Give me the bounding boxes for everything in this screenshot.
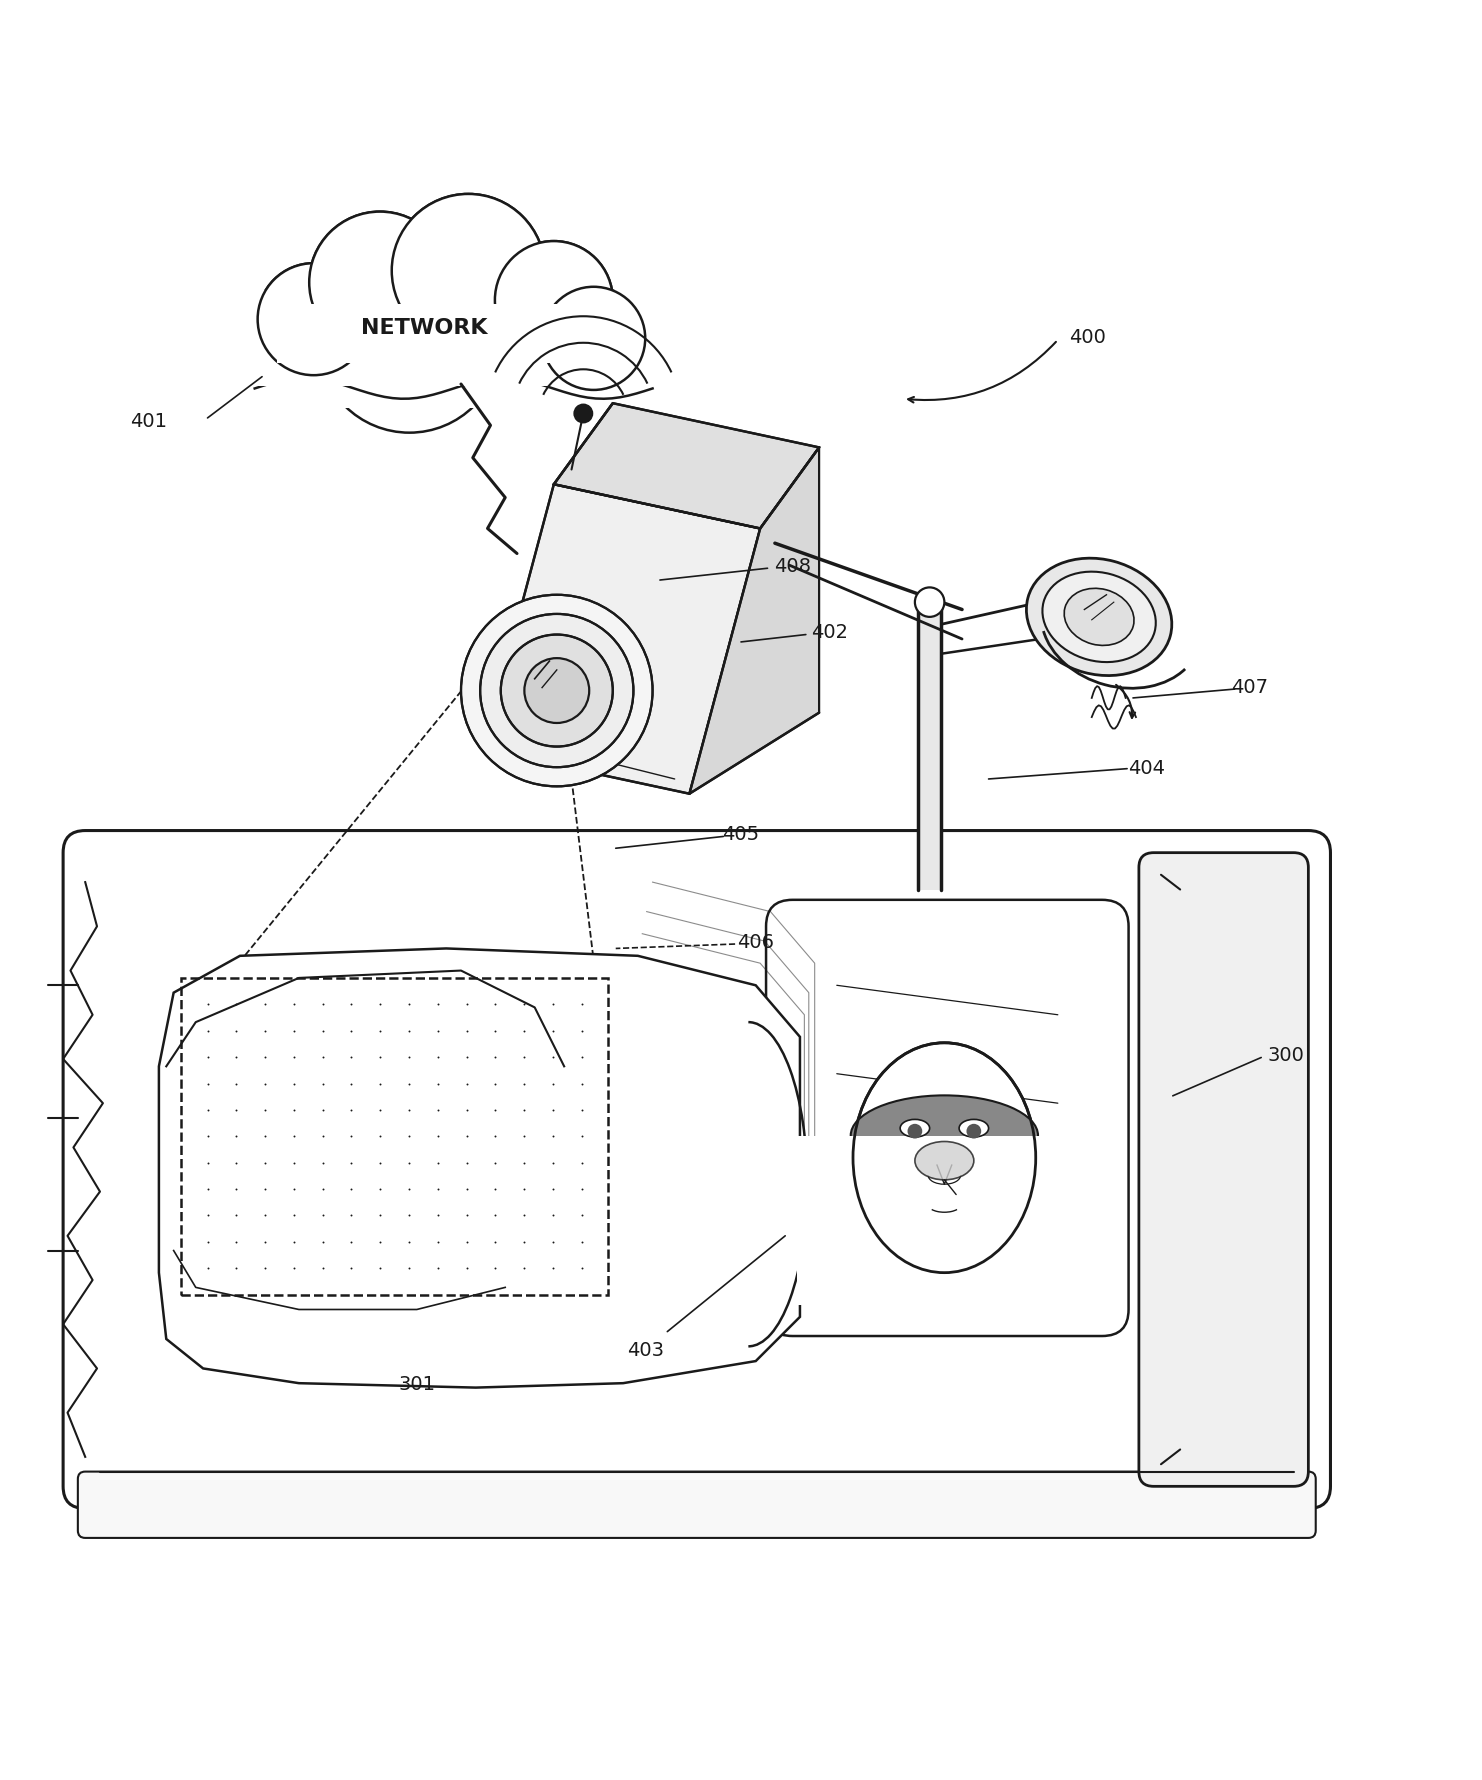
Circle shape — [310, 212, 451, 354]
Text: 405: 405 — [722, 824, 760, 844]
Text: 406: 406 — [737, 933, 774, 951]
Circle shape — [391, 194, 545, 349]
Circle shape — [480, 614, 633, 767]
Text: 407: 407 — [1232, 676, 1269, 696]
Polygon shape — [797, 1136, 1092, 1305]
Circle shape — [542, 288, 645, 390]
Circle shape — [907, 1125, 922, 1139]
FancyBboxPatch shape — [79, 1472, 1316, 1538]
Ellipse shape — [959, 1120, 988, 1137]
FancyBboxPatch shape — [1138, 853, 1309, 1486]
Polygon shape — [689, 449, 820, 794]
Text: 404: 404 — [1128, 758, 1165, 778]
Ellipse shape — [1042, 573, 1156, 662]
FancyBboxPatch shape — [64, 831, 1331, 1509]
Circle shape — [391, 194, 545, 349]
Polygon shape — [159, 949, 800, 1388]
Text: 301: 301 — [399, 1374, 436, 1394]
Circle shape — [575, 406, 593, 424]
FancyBboxPatch shape — [766, 901, 1129, 1337]
Circle shape — [461, 596, 652, 787]
Circle shape — [495, 242, 612, 360]
Ellipse shape — [1064, 589, 1134, 646]
Ellipse shape — [900, 1120, 929, 1137]
Circle shape — [966, 1125, 981, 1139]
Circle shape — [319, 251, 501, 433]
Polygon shape — [277, 306, 615, 365]
Polygon shape — [917, 596, 941, 890]
Text: 401: 401 — [130, 413, 167, 431]
Circle shape — [258, 263, 369, 376]
Circle shape — [310, 212, 451, 354]
Text: 403: 403 — [627, 1340, 664, 1358]
Polygon shape — [483, 484, 760, 794]
Polygon shape — [218, 313, 659, 408]
Polygon shape — [554, 404, 820, 529]
Circle shape — [542, 288, 645, 390]
Circle shape — [501, 635, 612, 748]
Text: 400: 400 — [1069, 328, 1106, 347]
Ellipse shape — [851, 1096, 1037, 1177]
Circle shape — [914, 587, 944, 618]
Text: 300: 300 — [1267, 1045, 1304, 1064]
Text: NETWORK: NETWORK — [362, 317, 488, 338]
Ellipse shape — [914, 1141, 974, 1180]
Text: 408: 408 — [774, 557, 811, 575]
Text: 402: 402 — [811, 623, 848, 643]
Polygon shape — [247, 290, 645, 386]
Circle shape — [525, 659, 590, 723]
Ellipse shape — [1027, 559, 1172, 676]
Ellipse shape — [854, 1043, 1036, 1273]
Circle shape — [495, 242, 612, 360]
Circle shape — [258, 263, 369, 376]
Circle shape — [274, 278, 397, 400]
